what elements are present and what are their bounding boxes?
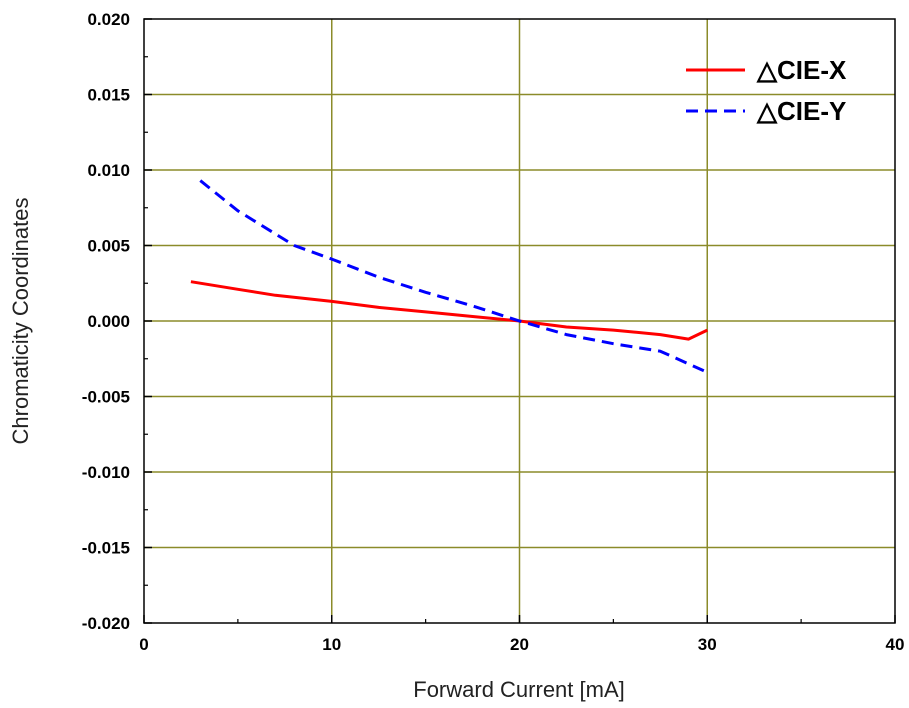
x-axis-title: Forward Current [mA] xyxy=(413,677,625,702)
y-tick-label: -0.010 xyxy=(82,463,130,482)
legend: △CIE-X △CIE-Y xyxy=(686,55,847,126)
y-tick-label: -0.015 xyxy=(82,539,130,558)
y-tick-label: 0.010 xyxy=(87,161,130,180)
x-tick-label: 30 xyxy=(698,635,717,654)
y-tick-label: -0.005 xyxy=(82,388,130,407)
series-line-cie-x xyxy=(190,280,708,341)
x-tick-label: 0 xyxy=(139,635,148,654)
x-tick-label: 20 xyxy=(510,635,529,654)
y-axis-title: Chromaticity Coordinates xyxy=(8,198,33,445)
legend-label-cie-x: △CIE-X xyxy=(756,55,847,85)
y-tick-label: 0.020 xyxy=(87,10,130,29)
series-group xyxy=(190,179,708,374)
x-tick-label: 40 xyxy=(886,635,905,654)
series-line-cie-y xyxy=(199,179,708,374)
x-tick-label: 10 xyxy=(322,635,341,654)
legend-label-cie-y: △CIE-Y xyxy=(756,96,846,126)
y-tick-label: 0.000 xyxy=(87,312,130,331)
tick-labels: 0 10 20 30 40 -0.020 -0.015 -0.010 -0.005 0.000 0.… xyxy=(82,10,905,654)
y-tick-label: 0.005 xyxy=(87,237,130,256)
ticks xyxy=(143,18,896,624)
y-tick-label: 0.015 xyxy=(87,86,130,105)
y-tick-label: -0.020 xyxy=(82,614,130,633)
